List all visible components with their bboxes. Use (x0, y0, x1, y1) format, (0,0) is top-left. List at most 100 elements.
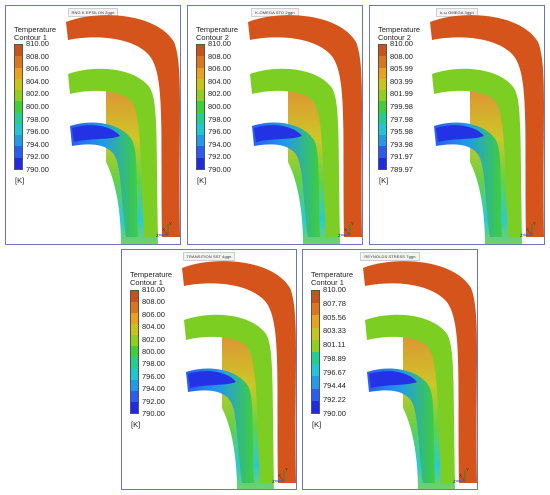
legend-swatch (15, 78, 22, 91)
legend-tick-label: 796.67 (323, 367, 346, 377)
legend-title: Temperature Contour 1 (130, 270, 173, 287)
legend-swatch (15, 157, 22, 169)
legend-title: Temperature Contour 2 (378, 25, 421, 42)
legend-swatch (379, 135, 386, 147)
axis-label-z: Z (156, 233, 159, 238)
axis-triad-lines (456, 470, 466, 482)
legend-swatch (312, 351, 319, 365)
legend-tick-label: 802.00 (208, 89, 231, 99)
middle-blade (365, 314, 455, 483)
legend-swatch (379, 157, 386, 169)
case-label: REYNOLDS STRESS 7ggn (360, 252, 420, 261)
legend-unit: [K] (379, 176, 389, 185)
temperature-contour-plot (248, 15, 362, 244)
legend-swatch (131, 401, 138, 413)
legend-tick-label: 792.00 (208, 152, 231, 162)
legend-swatch (131, 357, 138, 369)
legend-tick-label: 802.00 (142, 334, 165, 344)
legend-swatch (379, 56, 386, 68)
legend-swatch (312, 400, 319, 413)
axis-label-y: Y (169, 221, 173, 226)
legend-swatch (131, 346, 138, 358)
temperature-contour-plot (430, 15, 544, 244)
color-legend-bar (130, 290, 139, 414)
axis-label-x: X (344, 227, 348, 232)
legend-swatch (197, 123, 204, 136)
legend-swatch (15, 112, 22, 124)
legend-tick-label: 804.00 (208, 76, 231, 86)
legend-swatch (15, 101, 22, 113)
legend-tick-label: 790.00 (208, 165, 231, 174)
temperature-contour-plot (182, 261, 296, 489)
legend-swatch (379, 112, 386, 124)
legend-tick-label: 810.00 (26, 39, 49, 48)
legend-tick-label: 808.00 (390, 51, 413, 61)
bottom-blade (252, 122, 320, 237)
bottom-blade-core (188, 371, 236, 388)
legend-tick-label: 810.00 (323, 285, 346, 294)
axis-label-z: Z (338, 233, 341, 238)
panel-k-omega-std: K-OMEGA STD 2ggn Temperature Contour 2 [… (187, 5, 363, 245)
legend-swatch (197, 112, 204, 124)
legend-tick-label: 800.00 (26, 102, 49, 111)
legend-tick-label: 806.00 (208, 64, 231, 74)
legend-tick-label: 808.00 (26, 51, 49, 61)
legend-tick-label: 805.99 (390, 64, 413, 74)
legend-tick-label: 794.44 (323, 381, 346, 391)
legend-swatch (379, 146, 386, 158)
legend-tick-label: 810.00 (390, 39, 413, 48)
legend-tick-label: 804.00 (26, 76, 49, 86)
legend-swatch (131, 368, 138, 380)
legend-title: Temperature Contour 1 (14, 25, 57, 42)
legend-swatch (15, 146, 22, 158)
legend-swatch (197, 78, 204, 91)
legend-tick-label: 796.00 (26, 127, 49, 137)
legend-tick-label: 797.98 (390, 114, 413, 124)
legend-tick-label: 801.99 (390, 89, 413, 99)
legend-tick-label: 803.99 (390, 76, 413, 86)
bottom-blade-core (72, 125, 120, 142)
legend-swatch (197, 101, 204, 113)
legend-tick-label: 804.00 (142, 322, 165, 332)
legend-tick-label: 808.00 (142, 297, 165, 307)
legend-swatch (312, 339, 319, 352)
legend-swatch (197, 146, 204, 158)
legend-tick-label: 790.00 (323, 409, 346, 418)
legend-tick-label: 806.00 (142, 309, 165, 319)
legend-swatch (15, 45, 22, 57)
legend-tick-label: 792.00 (26, 152, 49, 162)
case-label: TRANSITION SST 4ggn (182, 252, 236, 261)
legend-swatch (197, 67, 204, 79)
legend-swatch (379, 67, 386, 79)
legend-tick-label: 798.89 (323, 353, 346, 363)
legend-unit: [K] (131, 420, 141, 429)
top-blade (363, 261, 477, 483)
legend-swatch (312, 315, 319, 328)
temperature-contour-plot (66, 15, 180, 244)
bottom-blade-core (436, 125, 484, 142)
legend-tick-label: 810.00 (208, 39, 231, 48)
axis-label-y: Y (351, 221, 355, 226)
legend-tick-label: 792.00 (142, 396, 165, 406)
legend-swatch (131, 379, 138, 391)
legend-tick-label: 792.22 (323, 395, 346, 405)
legend-tick-label: 794.00 (142, 384, 165, 394)
axis-label-x: X (459, 473, 463, 478)
legend-swatch (15, 135, 22, 147)
legend-tick-label: 806.00 (26, 64, 49, 74)
legend-swatch (197, 157, 204, 169)
temperature-contour-plot (363, 261, 477, 489)
color-legend-bar (196, 44, 205, 170)
panel-k-w-omega: k-ω OMEGA 3ggn Temperature Contour 2 [K]… (369, 5, 545, 245)
bottom-blade (434, 122, 502, 237)
axis-label-z: Z (272, 479, 275, 484)
axis-label-x: X (162, 227, 166, 232)
legend-swatch (131, 302, 138, 314)
bottom-blade (70, 122, 138, 237)
legend-swatch (15, 67, 22, 79)
legend-tick-label: 800.00 (208, 102, 231, 111)
top-blade (430, 15, 544, 238)
axis-label-z: Z (453, 479, 456, 484)
